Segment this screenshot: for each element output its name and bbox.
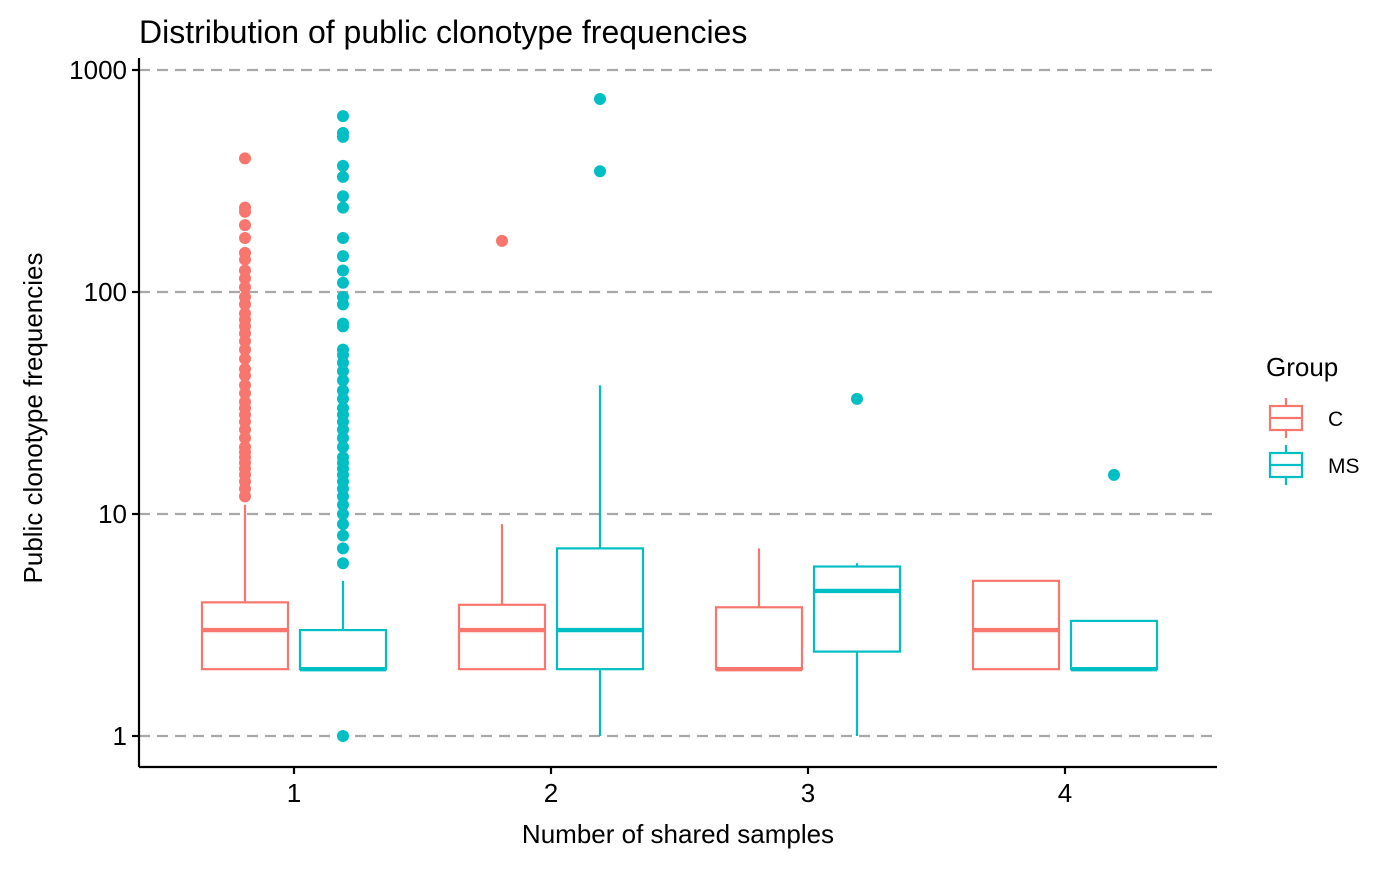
outlier-point bbox=[337, 498, 349, 511]
legend-item-ms: MS bbox=[1268, 445, 1360, 485]
box bbox=[298, 628, 388, 671]
axes: 1 10 100 1000 1 2 3 4 bbox=[69, 55, 1217, 808]
box bbox=[714, 606, 804, 671]
outlier-point bbox=[337, 264, 349, 277]
outlier-point bbox=[239, 232, 251, 245]
outlier-point bbox=[239, 441, 251, 454]
legend-label: C bbox=[1328, 408, 1343, 431]
outlier-point bbox=[337, 127, 349, 140]
outlier-point bbox=[337, 384, 349, 397]
y-tick-label: 1 bbox=[113, 721, 127, 751]
box bbox=[555, 547, 645, 671]
x-tick-label: 1 bbox=[287, 778, 301, 808]
outlier-point bbox=[337, 557, 349, 570]
outlier-point bbox=[239, 290, 251, 303]
outlier-point bbox=[337, 402, 349, 415]
outlier-point bbox=[337, 431, 349, 444]
legend-label: MS bbox=[1328, 455, 1360, 478]
outlier-point bbox=[337, 441, 349, 454]
outlier-point bbox=[239, 431, 251, 444]
outlier-point bbox=[337, 518, 349, 531]
outlier-point bbox=[337, 190, 349, 203]
legend: C MS bbox=[1268, 398, 1360, 485]
outlier-point bbox=[337, 250, 349, 263]
outlier-point bbox=[337, 392, 349, 405]
outlier-point bbox=[337, 232, 349, 245]
outlier-point bbox=[239, 281, 251, 294]
outlier-point bbox=[337, 170, 349, 183]
x-axis-title: Number of shared samples bbox=[522, 819, 834, 849]
legend-title: Group bbox=[1266, 352, 1338, 382]
box bbox=[1069, 619, 1159, 671]
outlier-point bbox=[239, 379, 251, 392]
outlier-point bbox=[337, 529, 349, 542]
x-tick-label: 4 bbox=[1058, 778, 1072, 808]
box bbox=[812, 565, 902, 653]
outlier-point bbox=[1108, 468, 1120, 481]
y-tick-label: 10 bbox=[98, 499, 127, 529]
outlier-point bbox=[239, 246, 251, 259]
box bbox=[200, 601, 290, 671]
outlier-point bbox=[239, 264, 251, 277]
y-tick-label: 1000 bbox=[69, 55, 127, 85]
outlier-point bbox=[337, 451, 349, 464]
outlier-point bbox=[337, 508, 349, 520]
outlier-point bbox=[239, 307, 251, 320]
y-tick-label: 100 bbox=[84, 277, 127, 307]
outlier-point bbox=[337, 730, 349, 742]
legend-item-c: C bbox=[1268, 398, 1343, 438]
outlier-point bbox=[239, 362, 251, 375]
outlier-point bbox=[239, 352, 251, 365]
outlier-point bbox=[337, 110, 349, 123]
outlier-point bbox=[337, 159, 349, 172]
outlier-point bbox=[337, 317, 349, 330]
x-tick-label: 3 bbox=[801, 778, 815, 808]
chart-title: Distribution of public clonotype frequen… bbox=[139, 14, 747, 50]
box bbox=[457, 603, 547, 671]
outlier-point bbox=[337, 276, 349, 289]
outlier-point bbox=[239, 343, 251, 356]
outlier-point bbox=[851, 392, 863, 405]
outlier-point bbox=[239, 395, 251, 408]
outlier-point bbox=[239, 219, 251, 232]
x-tick-label: 2 bbox=[544, 778, 558, 808]
outlier-point bbox=[337, 290, 349, 303]
outlier-point bbox=[337, 365, 349, 378]
outlier-point bbox=[337, 374, 349, 387]
outlier-point bbox=[239, 201, 251, 214]
box bbox=[971, 579, 1061, 671]
outlier-point bbox=[594, 165, 606, 178]
boxes bbox=[200, 93, 1159, 742]
outlier-point bbox=[337, 201, 349, 214]
outlier-point bbox=[496, 234, 508, 247]
outlier-point bbox=[594, 93, 606, 106]
outlier-point bbox=[239, 152, 251, 165]
y-axis-title: Public clonotype frequencies bbox=[18, 253, 48, 584]
outlier-point bbox=[337, 542, 349, 555]
outlier-point bbox=[337, 343, 349, 356]
